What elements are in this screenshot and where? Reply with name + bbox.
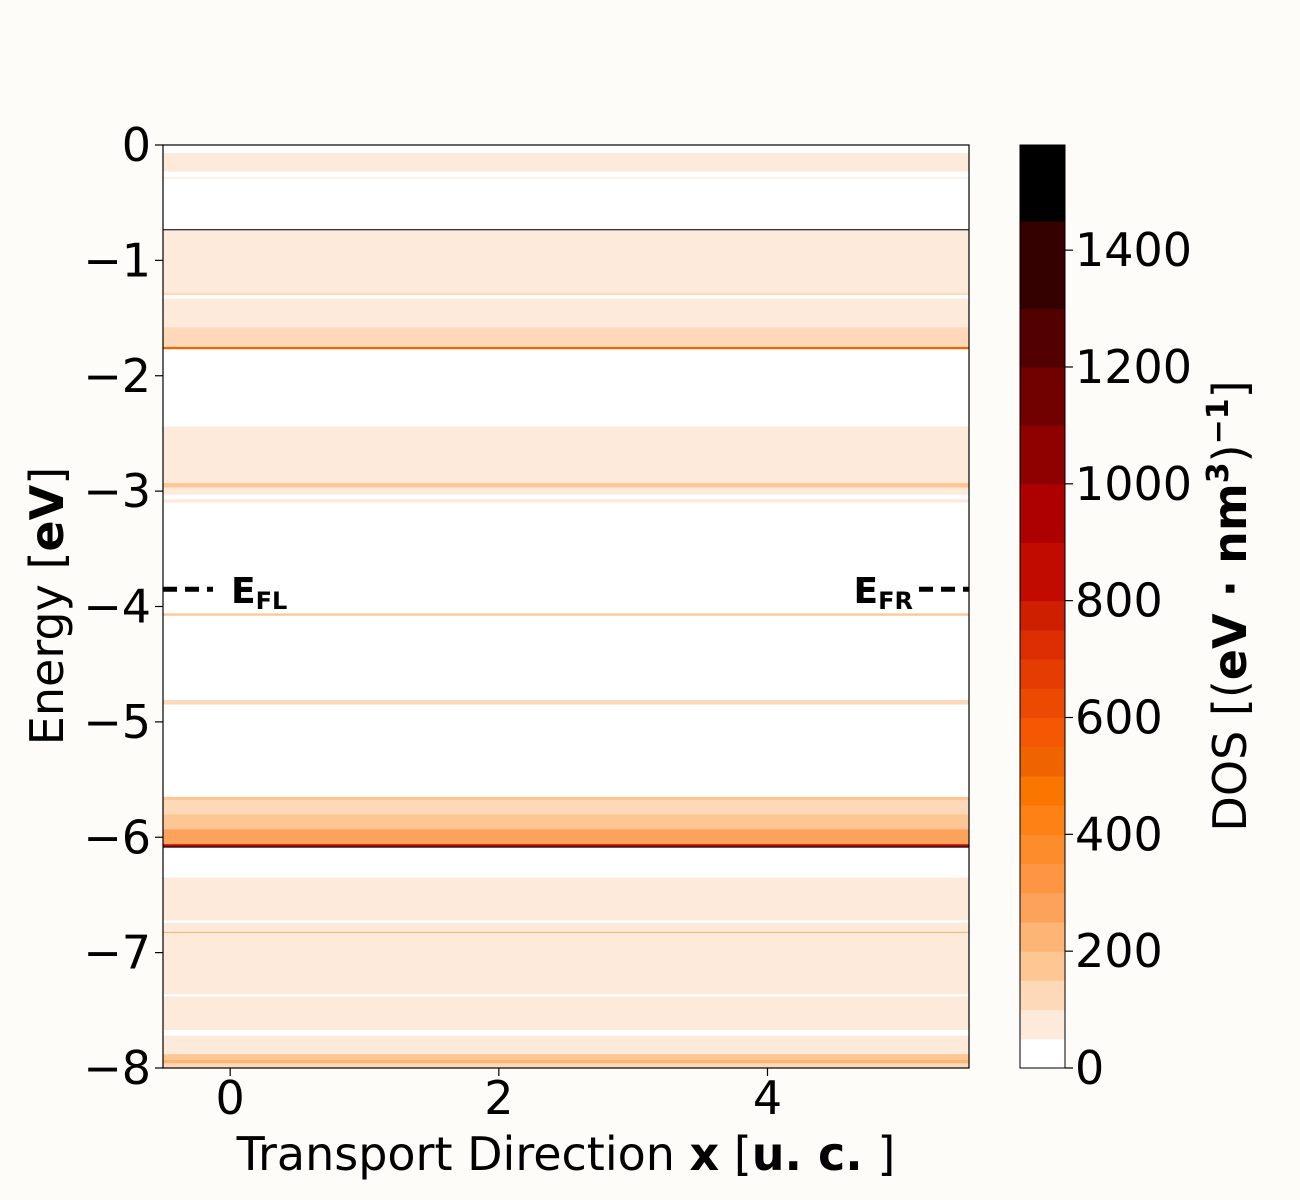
colorbar-level [1020, 1009, 1065, 1040]
dos-band [163, 846, 969, 848]
y-tick-label: −8 [83, 1041, 151, 1095]
y-tick-label: 0 [122, 118, 151, 172]
colorbar-ticks: 0 200 400 600 800 1000 1200 1400 [1065, 223, 1192, 1095]
x-tick-label: 4 [753, 1071, 782, 1125]
dos-band [163, 1063, 969, 1068]
dos-band [163, 153, 969, 172]
colorbar-level [1020, 308, 1065, 368]
colorbar-level [1020, 542, 1065, 602]
colorbar-level [1020, 775, 1065, 806]
dos-band [163, 483, 969, 488]
dos-band [163, 329, 969, 347]
x-tick-label: 2 [484, 1071, 513, 1125]
colorbar-tick-label: 1400 [1075, 223, 1192, 277]
x-axis-ticks: 0 2 4 [216, 1068, 782, 1125]
dos-band [163, 1059, 969, 1064]
colorbar-level [1020, 688, 1065, 718]
dos-band [163, 292, 969, 295]
colorbar-level [1020, 220, 1065, 310]
plot-area: EFL EFR [162, 144, 970, 1069]
colorbar-level [1020, 425, 1065, 485]
dos-band [163, 796, 969, 801]
fermi-level-label-left: EFL [231, 571, 287, 615]
colorbar-level [1020, 863, 1065, 894]
y-tick-label: −2 [83, 349, 151, 403]
colorbar-tick-label: 1000 [1075, 457, 1192, 511]
y-tick-label: −7 [83, 926, 151, 980]
dos-band [163, 177, 969, 179]
colorbar-level [1020, 145, 1065, 222]
dos-band [163, 829, 969, 845]
y-axis-label: Energy [eV] [20, 467, 74, 745]
dos-band [163, 931, 969, 934]
fermi-level-label-right: EFR [854, 571, 913, 615]
colorbar-frame [1019, 144, 1066, 1069]
dos-band [163, 1054, 969, 1060]
colorbar: 0 200 400 600 800 1000 1200 1400 [1019, 144, 1192, 1095]
dos-band [163, 346, 969, 350]
dos-band [163, 699, 969, 705]
dos-band [163, 487, 969, 495]
colorbar-level [1020, 717, 1065, 748]
dos-band [163, 1035, 969, 1055]
colorbar-level [1020, 366, 1065, 426]
colorbar-level [1020, 805, 1065, 835]
colorbar-tick-label: 0 [1075, 1041, 1104, 1095]
colorbar-tick-label: 1200 [1075, 340, 1192, 394]
colorbar-tick-label: 800 [1075, 574, 1163, 628]
colorbar-tick-label: 400 [1075, 807, 1163, 861]
colorbar-level [1020, 629, 1065, 660]
y-tick-label: −3 [83, 464, 151, 518]
y-tick-label: −6 [83, 810, 151, 864]
colorbar-label: DOS [(eV · nm3)−1] [1201, 380, 1257, 831]
dos-band [163, 814, 969, 830]
colorbar-level [1020, 951, 1065, 981]
x-axis-label: Transport Direction x [u. c. ] [236, 1127, 896, 1181]
dos-band [163, 298, 969, 328]
dos-band [163, 613, 969, 616]
colorbar-level [1020, 483, 1065, 543]
y-tick-label: −5 [83, 695, 151, 749]
colorbar-tick-label: 600 [1075, 690, 1163, 744]
dos-band [163, 229, 969, 231]
colorbar-level [1020, 834, 1065, 865]
fermi-level-markers: EFL EFR [163, 571, 969, 615]
y-axis-ticks: 0 −1 −2 −3 −4 −5 −6 −7 −8 [83, 118, 163, 1095]
colorbar-level [1020, 921, 1065, 952]
x-tick-label: 0 [216, 1071, 245, 1125]
colorbar-level [1020, 659, 1065, 689]
colorbar-level [1020, 600, 1065, 631]
dos-band [163, 933, 969, 995]
colorbar-level [1020, 892, 1065, 923]
colorbar-level [1020, 980, 1065, 1011]
colorbar-levels [1020, 145, 1065, 1069]
dos-band [163, 426, 969, 484]
dos-band [163, 844, 969, 847]
colorbar-tick-label: 200 [1075, 924, 1163, 978]
dos-band [163, 499, 969, 503]
dos-band [163, 327, 969, 330]
dos-bands [163, 153, 969, 1068]
y-tick-label: −1 [83, 233, 151, 287]
dos-band [163, 922, 969, 932]
colorbar-level [1020, 746, 1065, 777]
dos-band [163, 877, 969, 921]
colorbar-level [1020, 1038, 1065, 1069]
dos-band [163, 230, 969, 293]
dos-band [163, 996, 969, 1030]
dos-band [163, 800, 969, 815]
y-tick-label: −4 [83, 580, 151, 634]
